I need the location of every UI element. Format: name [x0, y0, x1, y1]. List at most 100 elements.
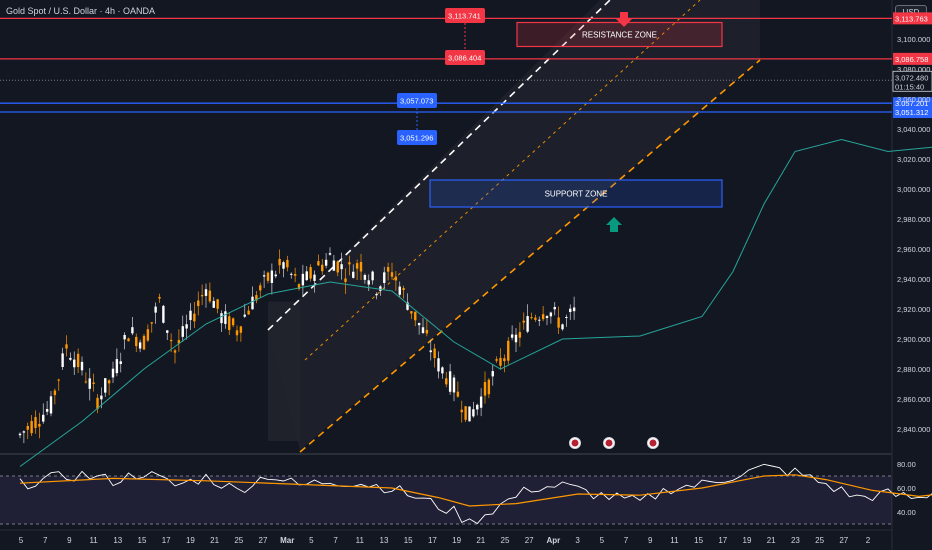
- candle-body: [526, 316, 529, 332]
- time-tick-label: 9: [648, 536, 653, 545]
- level-callout-label: 3,057.073: [400, 97, 433, 106]
- candle-body: [398, 286, 401, 295]
- level-callout-box: [397, 130, 437, 145]
- candle-body: [200, 295, 204, 297]
- candle-body: [270, 270, 274, 283]
- channel-fill: [268, 0, 760, 450]
- time-tick-label: 5: [19, 536, 24, 545]
- candle-body: [565, 316, 568, 318]
- candle-body: [332, 260, 336, 271]
- down-arrow-icon: [616, 12, 632, 27]
- channel-upper-line: [267, 0, 611, 331]
- candle-body: [69, 357, 72, 360]
- candle-body: [247, 310, 250, 315]
- candle-body: [344, 278, 347, 282]
- candle-body: [111, 368, 115, 378]
- candle-body: [476, 404, 479, 410]
- candle-body: [569, 308, 572, 313]
- candle-body: [65, 344, 68, 349]
- candle-body: [538, 319, 541, 321]
- candle-body: [445, 378, 448, 385]
- candle-body: [491, 371, 494, 377]
- candle-body: [131, 327, 134, 334]
- rsi-tick-label: 60.00: [897, 484, 916, 493]
- candle-body: [557, 317, 560, 328]
- candle-body: [84, 381, 88, 383]
- candle-body: [251, 296, 254, 310]
- time-tick-label: 19: [743, 536, 752, 545]
- candle-body: [518, 332, 522, 338]
- event-flag-icon: [605, 439, 613, 447]
- time-tick-label: 11: [670, 536, 679, 545]
- time-tick-label: Mar: [280, 536, 294, 545]
- candle-body: [146, 329, 150, 341]
- time-tick-label: 11: [356, 536, 365, 545]
- candle-body: [216, 299, 219, 309]
- level-price-badge: [893, 52, 932, 65]
- pane-separator: [0, 453, 892, 455]
- candle-body: [433, 348, 436, 359]
- candle-body: [290, 273, 293, 275]
- candle-body: [138, 342, 142, 349]
- time-tick-label: 23: [791, 536, 800, 545]
- time-tick-label: 9: [67, 536, 72, 545]
- rsi-tick-label: 40.00: [897, 508, 916, 517]
- candle-body: [278, 258, 281, 266]
- candle-body: [228, 316, 231, 331]
- candle-body: [259, 285, 262, 291]
- candle-body: [154, 306, 157, 313]
- candle-body: [572, 307, 576, 312]
- candle-body: [359, 261, 363, 272]
- time-tick-label: 21: [476, 536, 485, 545]
- candle-body: [487, 379, 491, 395]
- candle-body: [549, 312, 553, 317]
- candle-body: [162, 305, 165, 323]
- rsi-ma-line: [19, 474, 932, 507]
- candle-body: [328, 253, 332, 255]
- candle-body: [96, 397, 99, 409]
- candle-body: [448, 371, 452, 392]
- candle-body: [495, 359, 498, 361]
- price-tick-label: 3,080.000: [897, 65, 930, 74]
- candle-body: [220, 313, 223, 324]
- candle-body: [115, 359, 119, 374]
- candle-body: [379, 286, 382, 291]
- candle-body: [530, 317, 533, 319]
- candle-body: [193, 313, 196, 322]
- candle-body: [100, 395, 103, 400]
- price-tick-label: 3,040.000: [897, 125, 930, 134]
- candle-body: [104, 378, 107, 393]
- candle-body: [367, 280, 370, 285]
- candle-body: [510, 334, 514, 338]
- level-price-label: 3,057.201: [895, 99, 928, 108]
- candle-body: [212, 300, 215, 308]
- candle-body: [321, 264, 324, 272]
- candle-body: [468, 406, 471, 422]
- candle-body: [297, 284, 301, 289]
- last-price-label: 3,072.480: [895, 73, 928, 82]
- price-tick-label: 2,840.000: [897, 425, 930, 434]
- price-tick-label: 3,100.000: [897, 35, 930, 44]
- candle-body: [324, 259, 328, 266]
- candle-body: [425, 329, 429, 334]
- price-tick-label: 2,900.000: [897, 335, 930, 344]
- candle-body: [293, 274, 297, 276]
- candle-body: [262, 275, 266, 277]
- candle-body: [336, 261, 339, 273]
- time-tick-label: 7: [624, 536, 629, 545]
- candle-body: [181, 326, 184, 337]
- level-price-label: 3,086.758: [895, 55, 928, 64]
- time-tick-label: 21: [767, 536, 776, 545]
- candle-body: [57, 379, 60, 381]
- candle-body: [158, 296, 161, 299]
- time-tick-label: 11: [89, 536, 98, 545]
- time-tick-label: 7: [43, 536, 48, 545]
- candle-body: [305, 271, 308, 281]
- candle-body: [239, 326, 243, 333]
- time-tick-label: 15: [694, 536, 703, 545]
- time-tick-label: 21: [210, 536, 219, 545]
- candle-body: [142, 335, 146, 350]
- candle-body: [80, 361, 84, 371]
- time-tick-label: 19: [452, 536, 461, 545]
